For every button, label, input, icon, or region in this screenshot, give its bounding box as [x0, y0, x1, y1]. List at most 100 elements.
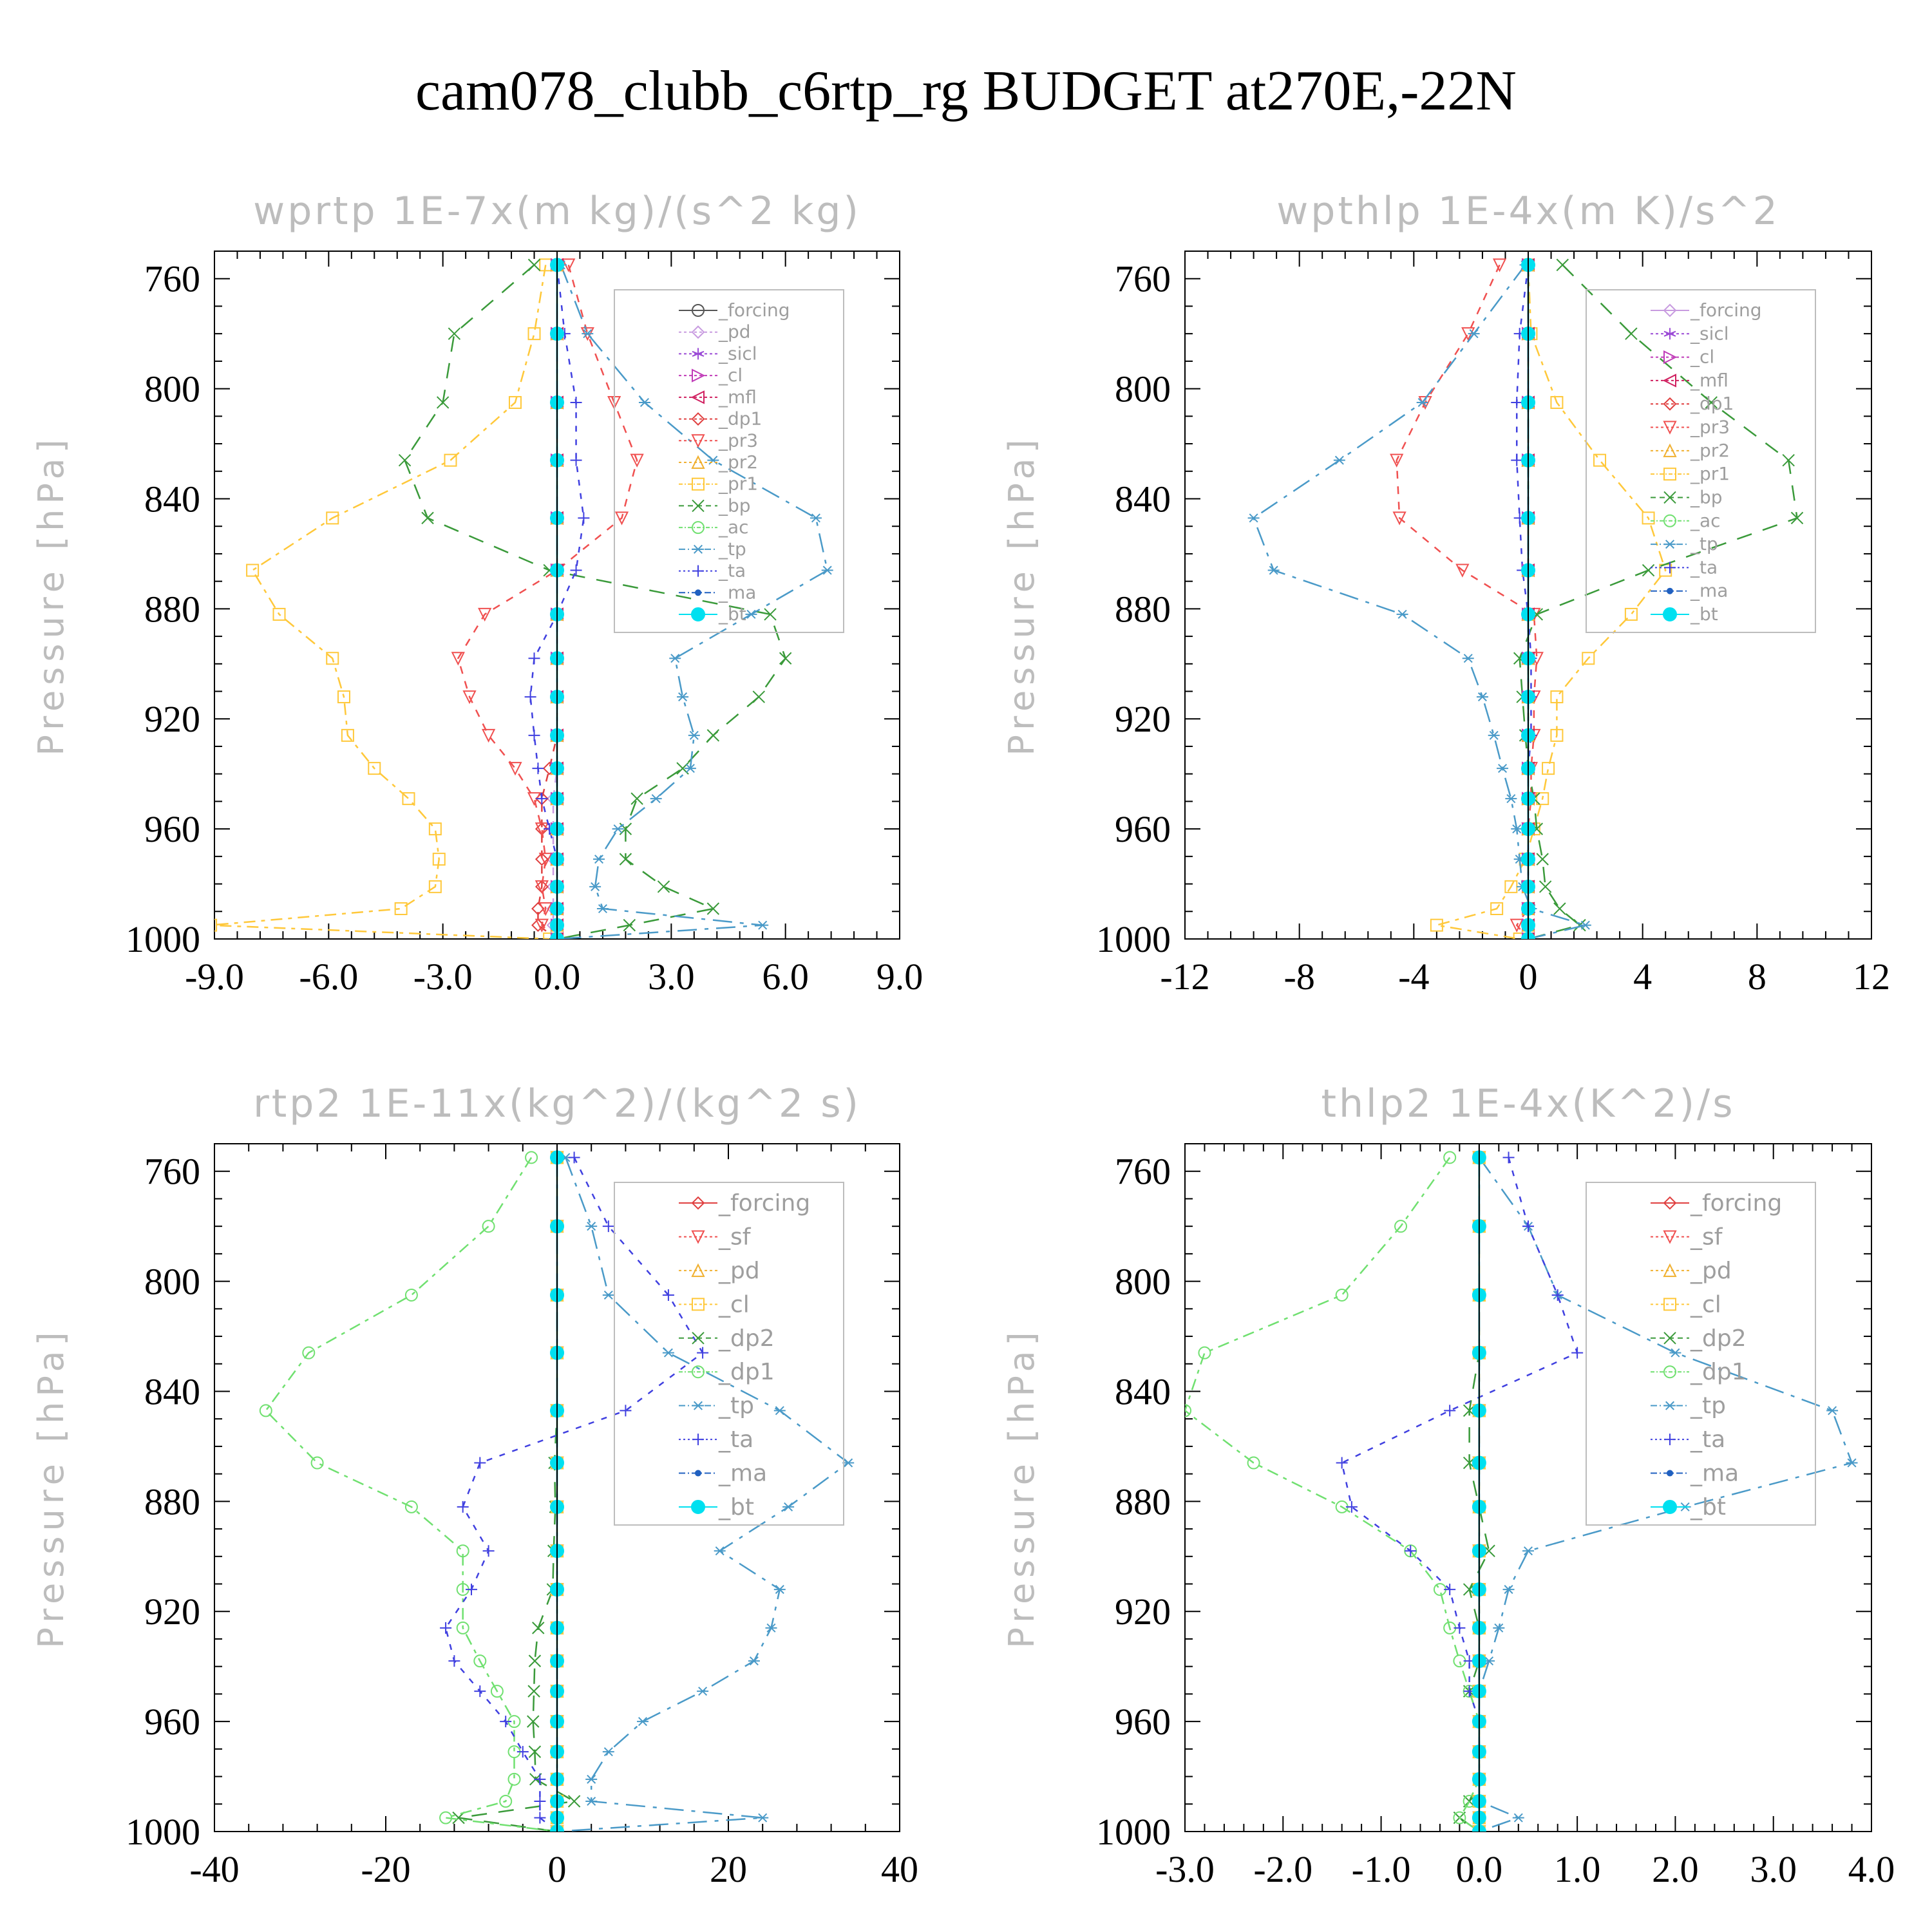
legend-item: _bp: [1651, 486, 1723, 507]
panel-1: wprtp 1E-7x(m kg)/(s^2 kg) Pressure [hPa]…: [31, 189, 923, 998]
y-tick-label: 880: [144, 588, 200, 630]
legend-item: _ac: [679, 516, 749, 538]
legend-label: _pd: [718, 321, 751, 343]
legend-label: _ta: [1690, 1426, 1725, 1453]
data-point: [1511, 824, 1523, 834]
data-point: [214, 918, 218, 932]
series-tp: [551, 1153, 855, 1832]
panel-3: rtp2 1E-11x(kg^2)/(kg^2 s) Pressure [hPa]…: [31, 1081, 918, 1890]
data-point: [773, 1585, 786, 1595]
data-point: [341, 728, 354, 742]
y-tick-label: 960: [1115, 1701, 1171, 1743]
data-point: [697, 1687, 709, 1696]
data-point: [500, 1716, 512, 1728]
legend-marker: [692, 544, 704, 554]
x-tick-label: 20: [710, 1848, 747, 1890]
legend-box: [1586, 1182, 1816, 1526]
y-axis-label: Pressure [hPa]: [31, 1327, 71, 1648]
data-point: [534, 1795, 546, 1808]
data-point: [1345, 1501, 1358, 1513]
data-point: [657, 880, 670, 893]
data-point: [1642, 511, 1655, 525]
data-point: [773, 1406, 786, 1416]
legend-marker: [1664, 1401, 1676, 1410]
legend-label: _forcing: [718, 299, 790, 321]
x-tick-label: 40: [881, 1848, 918, 1890]
data-point: [1454, 1622, 1466, 1634]
x-tick-label: 6.0: [762, 956, 809, 998]
data-point: [568, 1151, 580, 1164]
data-point: [302, 1346, 316, 1359]
legend-label: _dp1: [1690, 393, 1734, 414]
data-point: [272, 607, 286, 621]
data-point: [620, 1405, 632, 1417]
data-point: [630, 792, 643, 805]
legend-marker: [692, 1298, 705, 1311]
data-point: [706, 729, 720, 742]
data-point: [779, 652, 792, 665]
x-tick-label: -12: [1160, 956, 1209, 998]
y-tick-label: 840: [144, 478, 200, 520]
legend-item: _ta: [1651, 1426, 1725, 1453]
legend-marker: [1663, 1298, 1676, 1311]
legend-label: _forcing: [718, 1190, 810, 1217]
legend-item: _bp: [679, 495, 751, 516]
data-point: [1624, 607, 1638, 621]
legend-item: _bt: [1651, 603, 1718, 625]
data-point: [1790, 511, 1804, 525]
y-axis-label: Pressure [hPa]: [1001, 434, 1042, 755]
data-point: [1536, 792, 1549, 806]
panels-container: wprtp 1E-7x(m kg)/(s^2 kg) Pressure [hPa]…: [31, 189, 1895, 1890]
data-point: [528, 1745, 542, 1758]
y-axis: 760 800 840 880 920 960 1000: [1096, 1143, 1871, 1853]
legend-label: _sicl: [1690, 323, 1729, 344]
data-point: [1625, 327, 1638, 340]
y-axis: 760 800 840 880 920 960 1000: [1096, 251, 1871, 960]
data-point: [421, 511, 434, 525]
data-point: [1593, 453, 1607, 467]
data-point: [1551, 1289, 1564, 1301]
data-point: [1642, 564, 1655, 577]
data-point: [508, 395, 522, 409]
data-point: [466, 1584, 477, 1596]
data-point: [1476, 692, 1488, 702]
y-tick-label: 920: [1115, 698, 1171, 740]
data-point: [757, 920, 769, 930]
y-axis-label: Pressure [hPa]: [31, 434, 71, 755]
legend-label: _pd: [718, 1258, 760, 1284]
series-line: [457, 265, 638, 939]
data-point: [1462, 654, 1474, 663]
legend-label: _tp: [1690, 1393, 1726, 1419]
data-point: [1247, 513, 1260, 523]
legend-item: _sf: [679, 1224, 752, 1250]
legend-label: _ta: [718, 560, 746, 582]
data-point: [619, 853, 632, 866]
data-point: [585, 1797, 598, 1806]
y-axis: 760 800 840 880 920 960 1000: [126, 1143, 900, 1853]
legend-marker: [1667, 587, 1673, 594]
legend-marker: [692, 348, 705, 360]
legend-label: _ac: [718, 516, 749, 538]
data-point: [482, 1545, 495, 1557]
legend-item: _ta: [679, 1426, 753, 1453]
data-point: [456, 1621, 469, 1634]
legend-label: _dp1: [1690, 1359, 1747, 1385]
y-tick-label: 800: [1115, 1261, 1171, 1303]
legend-box: [1586, 289, 1816, 633]
legend-item: _ta: [1651, 556, 1718, 578]
legend-label: _pr3: [1690, 417, 1730, 438]
data-point: [1392, 511, 1406, 526]
legend-marker: [1663, 1332, 1676, 1345]
x-tick-label: 9.0: [876, 956, 923, 998]
panel-title: wprtp 1E-7x(m kg)/(s^2 kg): [253, 189, 861, 234]
legend-item: _forcing: [1651, 299, 1762, 321]
legend-item: _pd: [679, 321, 751, 343]
x-axis: -12 -8 -4 0 4 8 12: [1160, 251, 1890, 998]
legend-marker: [692, 368, 706, 383]
x-tick-label: 3.0: [648, 956, 695, 998]
data-point: [532, 1622, 545, 1634]
legend-item: _tp: [679, 1393, 754, 1419]
data-point: [1333, 455, 1345, 465]
legend-item: _mfl: [1651, 370, 1728, 391]
legend-label: _mfl: [718, 386, 757, 408]
